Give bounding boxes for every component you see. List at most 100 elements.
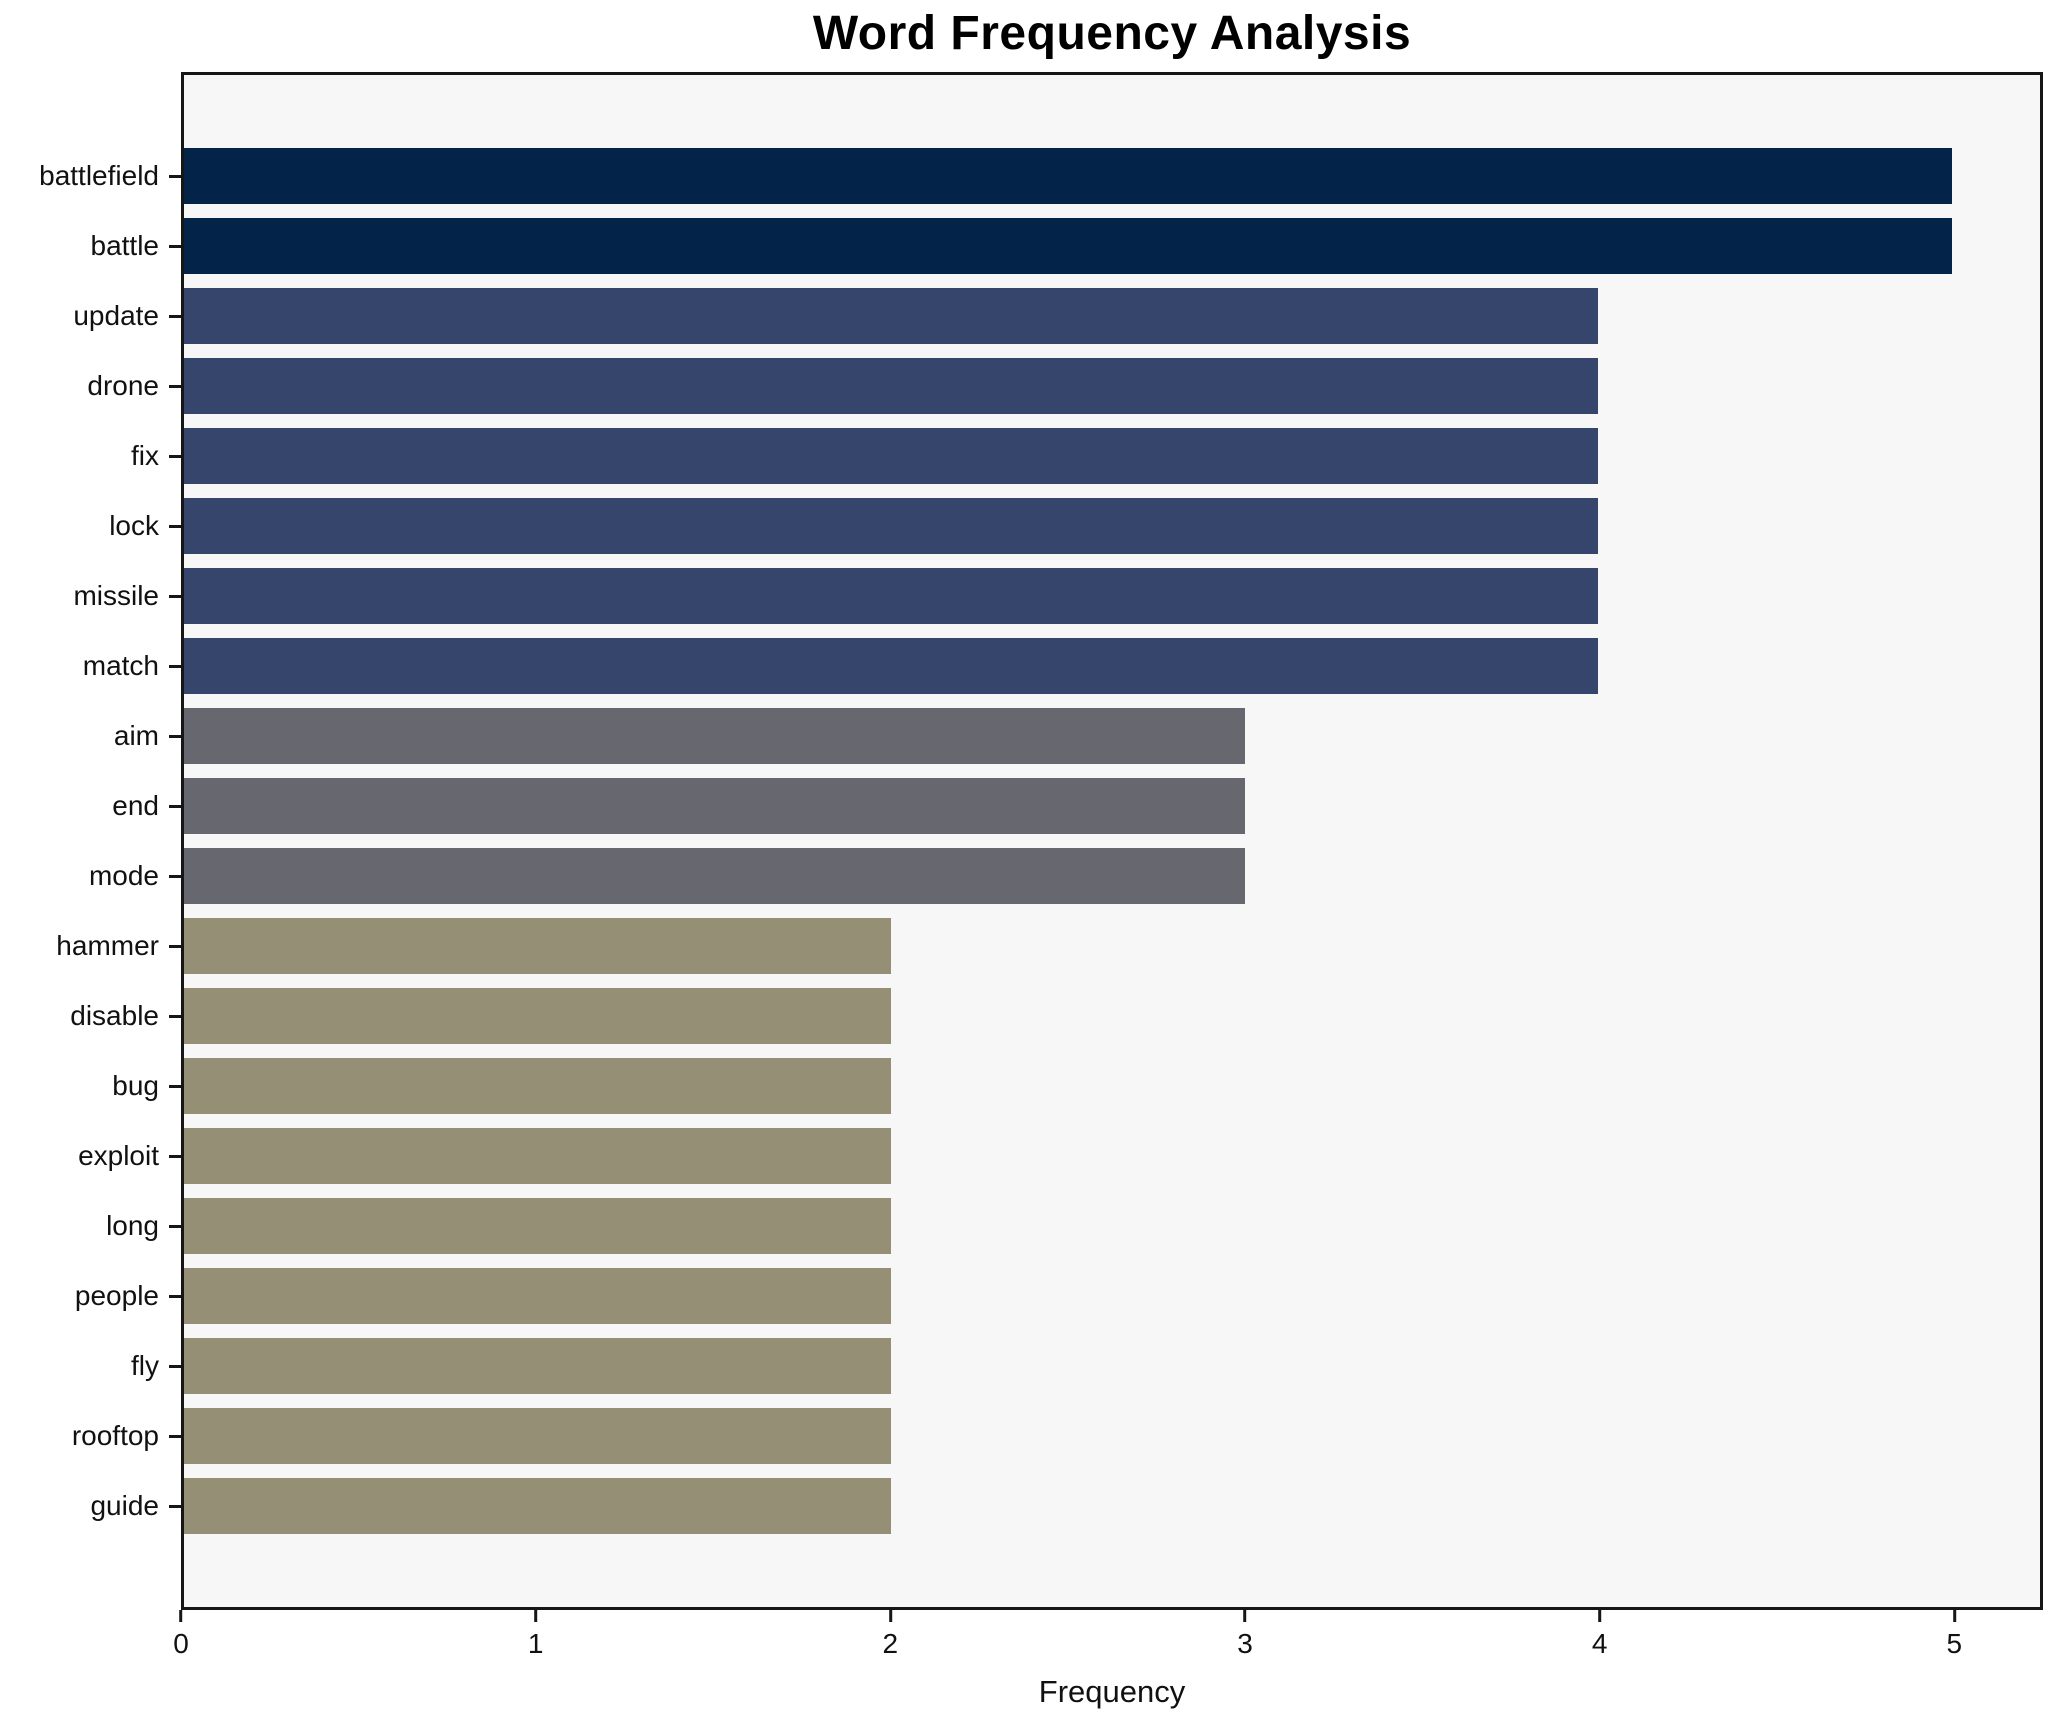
bar-row (184, 981, 2040, 1051)
y-tick-mark (169, 944, 181, 948)
x-tick-label: 3 (1237, 1628, 1253, 1659)
bar-people (184, 1268, 892, 1324)
y-tick-label: bug (112, 1070, 159, 1101)
y-tick-row: match (0, 631, 181, 701)
bar-rooftop (184, 1408, 892, 1464)
bar-update (184, 288, 1599, 344)
y-tick-mark (169, 1224, 181, 1228)
bars-container (184, 141, 2040, 1541)
y-tick-label: match (82, 650, 159, 681)
bar-row (184, 1121, 2040, 1191)
y-tick-row: end (0, 771, 181, 841)
y-tick-row: exploit (0, 1121, 181, 1191)
y-tick-label: disable (70, 1000, 159, 1031)
y-tick-row: bug (0, 1051, 181, 1121)
y-tick-mark (169, 1084, 181, 1088)
x-tick-label: 4 (1591, 1628, 1608, 1659)
y-tick-label: update (73, 300, 159, 331)
y-tick-mark (169, 1154, 181, 1158)
y-tick-label: fix (131, 440, 159, 471)
y-tick-label: battle (90, 230, 160, 261)
x-tick: 5 (1946, 1610, 1963, 1660)
plot-area (181, 72, 2043, 1610)
bar-lock (184, 498, 1599, 554)
x-tick: 1 (527, 1610, 544, 1660)
bar-fix (184, 428, 1599, 484)
bar-row (184, 141, 2040, 211)
y-tick-mark (169, 524, 181, 528)
y-tick-row: long (0, 1191, 181, 1261)
y-tick-mark (169, 314, 181, 318)
x-tick: 2 (882, 1610, 899, 1660)
bar-row (184, 1261, 2040, 1331)
x-tick-label: 0 (173, 1628, 189, 1659)
y-tick-mark (169, 804, 181, 808)
y-tick-row: fix (0, 421, 181, 491)
y-tick-label: drone (87, 370, 159, 401)
y-tick-row: mode (0, 841, 181, 911)
bar-row (184, 701, 2040, 771)
bar-row (184, 1331, 2040, 1401)
y-tick-label: guide (90, 1490, 159, 1521)
y-axis-labels: battlefield battle update drone fix lock missi… (0, 141, 181, 1541)
y-tick-mark (169, 1434, 181, 1438)
x-tick-mark (1243, 1610, 1247, 1622)
y-tick-label: people (74, 1280, 159, 1311)
y-tick-label: lock (109, 510, 159, 541)
bar-mode (184, 848, 1245, 904)
y-tick-row: lock (0, 491, 181, 561)
y-tick-row: update (0, 281, 181, 351)
bar-row (184, 631, 2040, 701)
x-tick: 0 (173, 1610, 189, 1660)
bar-drone (184, 358, 1599, 414)
bar-row (184, 211, 2040, 281)
x-tick-label: 2 (882, 1628, 899, 1659)
x-tick: 3 (1237, 1610, 1253, 1660)
y-tick-label: exploit (78, 1140, 159, 1171)
x-tick-mark (534, 1610, 538, 1622)
y-tick-row: drone (0, 351, 181, 421)
bar-row (184, 771, 2040, 841)
x-tick: 4 (1591, 1610, 1608, 1660)
y-tick-mark (169, 384, 181, 388)
y-tick-mark (169, 1504, 181, 1508)
bar-row (184, 561, 2040, 631)
bar-disable (184, 988, 892, 1044)
bar-row (184, 421, 2040, 491)
bar-guide (184, 1478, 892, 1534)
bar-fly (184, 1338, 892, 1394)
bar-battlefield (184, 148, 1952, 204)
y-tick-row: rooftop (0, 1401, 181, 1471)
bar-long (184, 1198, 892, 1254)
x-tick-label: 1 (527, 1628, 544, 1659)
y-tick-label: battlefield (39, 160, 159, 191)
x-axis-title: Frequency (1038, 1674, 1186, 1709)
bar-row (184, 1401, 2040, 1471)
bar-row (184, 911, 2040, 981)
x-tick-label: 5 (1946, 1628, 1963, 1659)
x-tick-mark (1952, 1610, 1956, 1622)
bar-hammer (184, 918, 892, 974)
bar-missile (184, 568, 1599, 624)
y-tick-row: aim (0, 701, 181, 771)
y-tick-mark (169, 1294, 181, 1298)
bar-row (184, 491, 2040, 561)
y-tick-row: missile (0, 561, 181, 631)
y-tick-row: disable (0, 981, 181, 1051)
bar-match (184, 638, 1599, 694)
y-tick-mark (169, 454, 181, 458)
bar-exploit (184, 1128, 892, 1184)
x-axis-ticks: 0 1 2 3 4 5 (173, 1610, 2043, 1680)
y-tick-label: fly (131, 1350, 159, 1381)
y-tick-mark (169, 594, 181, 598)
bar-row (184, 351, 2040, 421)
bar-row (184, 1051, 2040, 1121)
y-tick-label: long (106, 1210, 159, 1241)
y-tick-label: mode (88, 860, 159, 891)
y-tick-label: rooftop (71, 1420, 159, 1451)
bar-aim (184, 708, 1245, 764)
y-tick-label: missile (73, 580, 159, 611)
y-tick-mark (169, 244, 181, 248)
bar-end (184, 778, 1245, 834)
